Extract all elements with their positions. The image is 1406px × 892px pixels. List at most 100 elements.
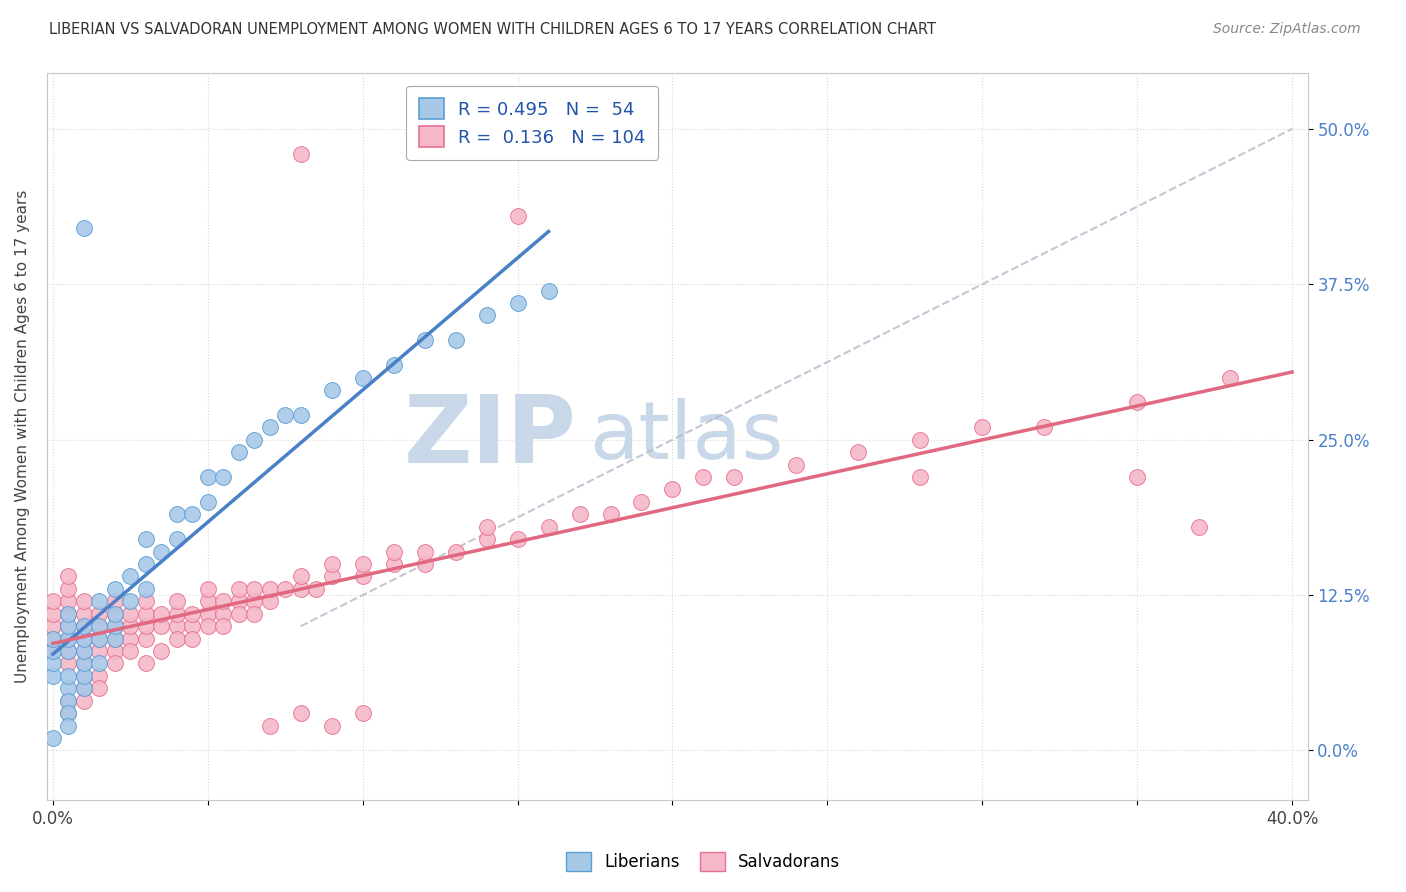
Point	[166, 607, 188, 621]
Point	[181, 508, 204, 522]
Point	[475, 532, 498, 546]
Point	[290, 582, 312, 596]
Text: Source: ZipAtlas.com: Source: ZipAtlas.com	[1213, 22, 1361, 37]
Point	[568, 508, 591, 522]
Point	[846, 445, 869, 459]
Point	[104, 619, 127, 633]
Point	[73, 619, 96, 633]
Point	[89, 594, 111, 608]
Point	[73, 681, 96, 696]
Point	[290, 569, 312, 583]
Point	[197, 495, 219, 509]
Point	[42, 669, 65, 683]
Point	[243, 582, 266, 596]
Point	[166, 532, 188, 546]
Point	[104, 632, 127, 646]
Point	[413, 544, 436, 558]
Point	[58, 681, 80, 696]
Point	[166, 594, 188, 608]
Point	[58, 594, 80, 608]
Point	[58, 619, 80, 633]
Point	[73, 607, 96, 621]
Point	[599, 508, 621, 522]
Point	[321, 557, 343, 571]
Point	[89, 619, 111, 633]
Point	[274, 582, 297, 596]
Point	[120, 607, 142, 621]
Point	[537, 284, 560, 298]
Point	[1033, 420, 1056, 434]
Point	[228, 582, 250, 596]
Point	[73, 619, 96, 633]
Point	[120, 569, 142, 583]
Point	[352, 706, 374, 721]
Point	[42, 731, 65, 745]
Point	[104, 607, 127, 621]
Text: ZIP: ZIP	[404, 391, 576, 483]
Point	[181, 632, 204, 646]
Point	[89, 619, 111, 633]
Point	[120, 594, 142, 608]
Legend: Liberians, Salvadorans: Liberians, Salvadorans	[558, 843, 848, 880]
Point	[42, 607, 65, 621]
Point	[785, 458, 807, 472]
Point	[382, 358, 405, 372]
Point	[352, 370, 374, 384]
Point	[73, 657, 96, 671]
Legend: R = 0.495   N =  54, R =  0.136   N = 104: R = 0.495 N = 54, R = 0.136 N = 104	[406, 86, 658, 160]
Point	[290, 146, 312, 161]
Point	[290, 408, 312, 422]
Point	[104, 644, 127, 658]
Text: atlas: atlas	[589, 398, 783, 475]
Point	[352, 569, 374, 583]
Point	[305, 582, 328, 596]
Point	[58, 694, 80, 708]
Point	[135, 607, 157, 621]
Point	[972, 420, 994, 434]
Point	[73, 632, 96, 646]
Point	[42, 632, 65, 646]
Point	[197, 619, 219, 633]
Point	[58, 644, 80, 658]
Point	[382, 544, 405, 558]
Point	[630, 495, 652, 509]
Point	[1126, 395, 1149, 409]
Point	[181, 607, 204, 621]
Point	[228, 594, 250, 608]
Point	[413, 557, 436, 571]
Point	[212, 619, 235, 633]
Point	[42, 657, 65, 671]
Point	[259, 718, 281, 732]
Point	[58, 619, 80, 633]
Point	[58, 706, 80, 721]
Point	[89, 669, 111, 683]
Point	[104, 582, 127, 596]
Point	[73, 644, 96, 658]
Point	[58, 718, 80, 732]
Point	[73, 669, 96, 683]
Point	[135, 619, 157, 633]
Point	[73, 632, 96, 646]
Point	[243, 594, 266, 608]
Point	[150, 607, 173, 621]
Point	[120, 632, 142, 646]
Point	[243, 433, 266, 447]
Point	[73, 657, 96, 671]
Point	[910, 470, 932, 484]
Point	[259, 594, 281, 608]
Point	[89, 644, 111, 658]
Point	[73, 594, 96, 608]
Point	[1219, 370, 1241, 384]
Point	[661, 483, 683, 497]
Point	[259, 582, 281, 596]
Point	[910, 433, 932, 447]
Point	[506, 209, 529, 223]
Point	[73, 644, 96, 658]
Point	[212, 607, 235, 621]
Point	[135, 582, 157, 596]
Point	[1188, 520, 1211, 534]
Point	[197, 594, 219, 608]
Point	[73, 694, 96, 708]
Point	[73, 221, 96, 235]
Point	[58, 569, 80, 583]
